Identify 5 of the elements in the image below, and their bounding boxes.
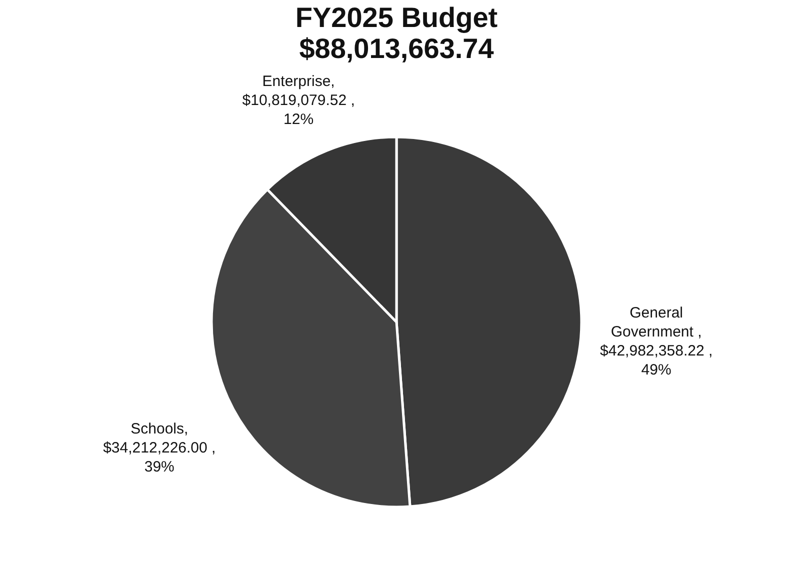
slice-label: Enterprise, $10,819,079.52 , 12% — [242, 73, 355, 128]
chart-title: FY2025 Budget — [295, 2, 498, 34]
slice-label: Schools, $34,212,226.00 , 39% — [103, 420, 216, 476]
slice-label: General Government , $42,982,358.22 , 49% — [600, 304, 713, 378]
chart-subtitle: $88,013,663.74 — [299, 33, 494, 64]
